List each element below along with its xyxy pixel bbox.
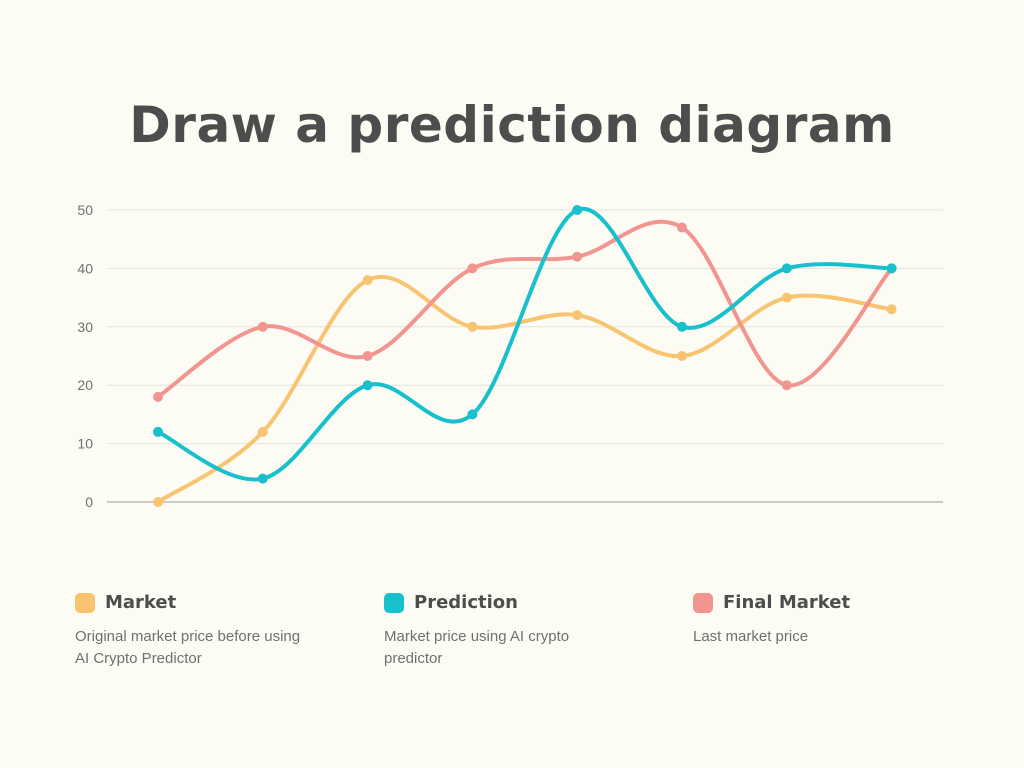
legend-item-market: Market Original market price before usin… — [75, 592, 345, 670]
data-point-market — [467, 321, 478, 332]
series-lines — [156, 206, 894, 504]
data-point-final-market — [677, 222, 687, 233]
legend-description-market: Original market price before using AI Cr… — [75, 628, 301, 667]
data-point-final-market — [362, 351, 373, 361]
data-point-prediction — [572, 205, 583, 215]
data-point-final-market — [467, 263, 478, 274]
data-point-market — [677, 351, 687, 361]
legend-swatch-final-market — [693, 592, 713, 613]
series-line-prediction — [156, 206, 894, 482]
data-point-prediction — [467, 409, 478, 420]
data-point-final-market — [572, 251, 583, 262]
legend-swatch-prediction — [384, 592, 404, 613]
data-point-prediction — [781, 263, 792, 274]
data-point-final-market — [153, 391, 163, 402]
y-tick-label: 10 — [77, 436, 93, 452]
y-tick-label: 0 — [85, 494, 93, 510]
y-tick-label: 40 — [77, 260, 93, 276]
y-tick-label: 50 — [77, 202, 93, 218]
data-point-market — [153, 497, 163, 507]
data-point-prediction — [886, 263, 897, 274]
data-point-final-market — [781, 380, 792, 391]
legend-item-prediction: Prediction Market price using AI crypto … — [384, 592, 654, 670]
legend-label-prediction: Prediction — [414, 592, 518, 613]
legend-swatch-market — [75, 592, 95, 613]
series-line-market — [156, 275, 894, 504]
legend-label-market: Market — [105, 592, 177, 613]
data-point-prediction — [153, 426, 163, 437]
line-chart: 0 10 20 30 40 50 — [77, 202, 943, 510]
legend-item-final-market: Final Market Last market price — [693, 592, 963, 648]
data-point-final-market — [257, 321, 268, 332]
data-point-market — [886, 304, 897, 315]
data-point-prediction — [677, 321, 687, 332]
y-tick-label: 30 — [77, 319, 93, 335]
y-axis-ticks: 0 10 20 30 40 50 — [77, 202, 93, 510]
data-point-market — [362, 275, 373, 286]
grid-lines — [107, 209, 943, 503]
legend-description-final-market: Last market price — [693, 628, 809, 645]
chart-title: Draw a prediction diagram — [129, 96, 895, 154]
data-point-market — [781, 292, 792, 303]
data-point-market — [257, 426, 268, 437]
y-tick-label: 20 — [77, 377, 93, 393]
data-point-prediction — [362, 380, 373, 391]
data-point-prediction — [257, 473, 268, 484]
data-point-market — [572, 310, 583, 321]
legend-label-final-market: Final Market — [723, 592, 851, 613]
legend-description-prediction: Market price using AI crypto predictor — [384, 628, 570, 667]
series-points — [153, 205, 897, 507]
